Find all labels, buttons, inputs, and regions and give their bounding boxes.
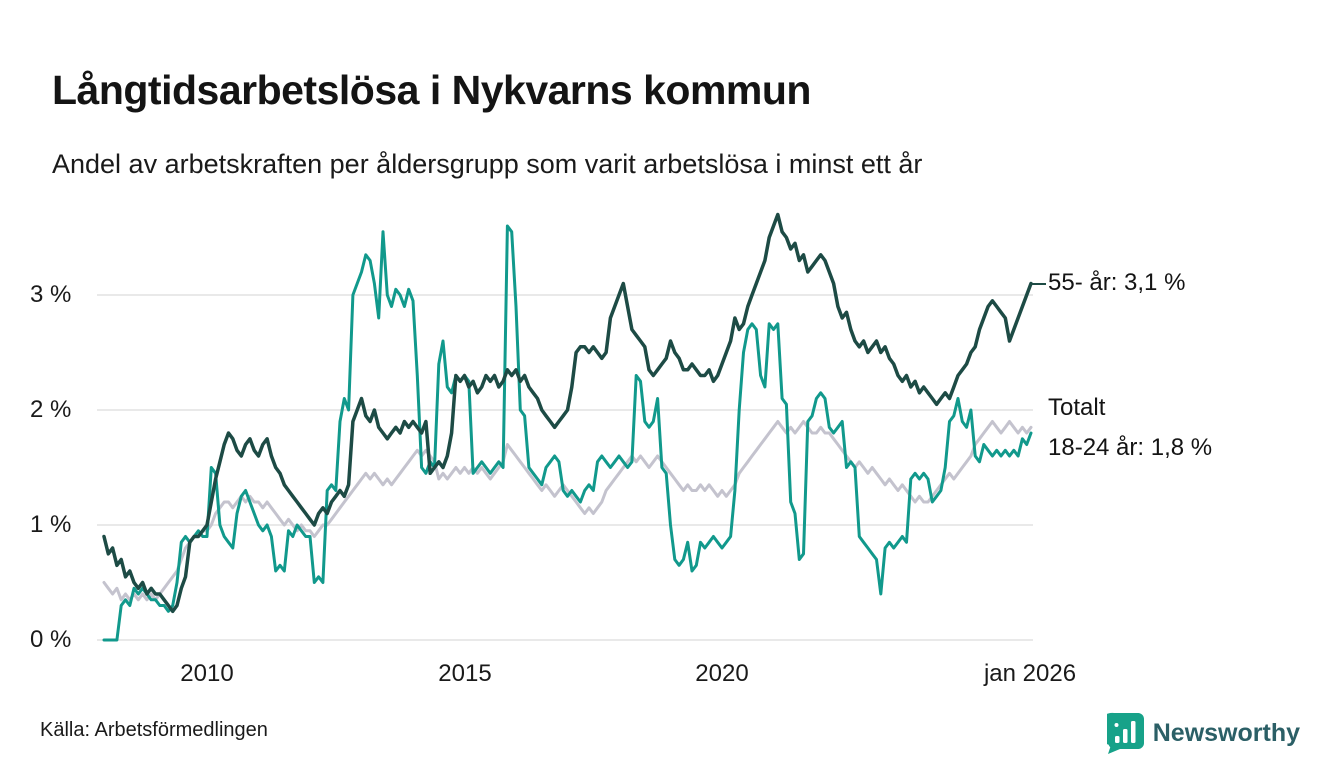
newsworthy-icon (1106, 712, 1144, 754)
series-label-totalt: Totalt (1048, 394, 1106, 421)
series-line-18-24 år (102, 224, 1033, 642)
newsworthy-logo: Newsworthy (1106, 712, 1300, 754)
y-tick-3: 3 % (30, 281, 72, 308)
series-line-55- år (102, 212, 1033, 614)
page-subtitle: Andel av arbetskraften per åldersgrupp s… (52, 149, 923, 179)
source-note: Källa: Arbetsförmedlingen (40, 719, 268, 741)
y-tick-1: 1 % (30, 511, 72, 538)
x-tick-jan2026: jan 2026 (983, 660, 1077, 687)
y-tick-2: 2 % (30, 396, 72, 423)
newsworthy-wordmark: Newsworthy (1152, 718, 1300, 747)
series-label-55-ar: 55- år: 3,1 % (1048, 269, 1186, 296)
gridlines (97, 294, 1033, 641)
y-tick-0: 0 % (30, 626, 72, 653)
chart-series (102, 212, 1033, 642)
x-tick-2010: 2010 (180, 660, 234, 687)
page-title: Långtidsarbetslösa i Nykvarns kommun (52, 67, 811, 114)
x-tick-2015: 2015 (438, 660, 492, 687)
x-tick-2020: 2020 (695, 660, 749, 687)
label-connector-line (1031, 283, 1046, 285)
series-line-Totalt (102, 420, 1033, 602)
series-label-18-24-ar: 18-24 år: 1,8 % (1048, 434, 1213, 461)
